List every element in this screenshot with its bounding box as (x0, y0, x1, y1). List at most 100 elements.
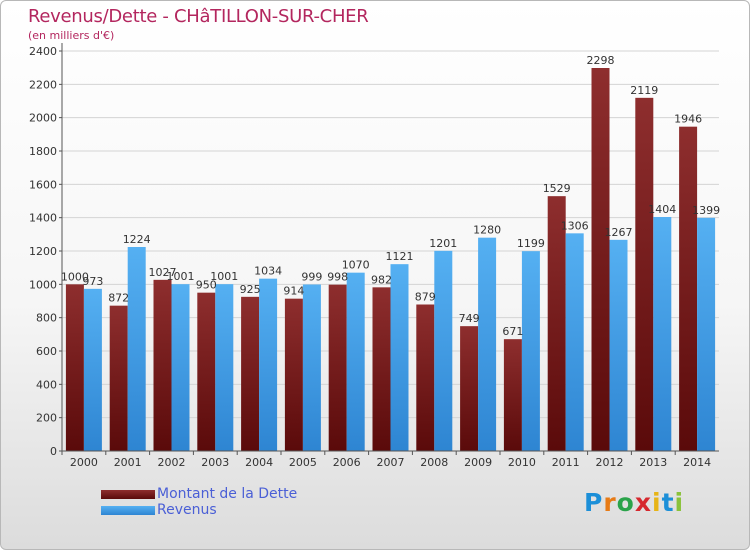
data-label-debt: 749 (459, 312, 480, 325)
data-label-debt: 1027 (149, 266, 177, 279)
legend-swatch-revenue (101, 506, 155, 515)
y-tick-label: 200 (36, 412, 57, 425)
data-label-revenue: 1306 (561, 219, 589, 232)
x-tick-label: 2006 (333, 456, 361, 469)
legend-label-revenue: Revenus (157, 502, 217, 518)
logo-letter: x (634, 488, 652, 517)
bar-revenue (346, 272, 365, 451)
y-tick-label: 1600 (29, 178, 57, 191)
logo-letter: i (674, 488, 685, 517)
bar-revenue (259, 278, 278, 451)
data-label-revenue: 1034 (254, 265, 282, 278)
bar-revenue (521, 251, 540, 451)
bar-revenue (478, 237, 497, 451)
x-tick-label: 2003 (201, 456, 229, 469)
y-tick-label: 0 (50, 445, 57, 458)
data-label-revenue: 1201 (429, 237, 457, 250)
data-label-debt: 1529 (543, 182, 571, 195)
bar-revenue (697, 217, 716, 451)
bar-revenue (83, 288, 102, 451)
legend-label-debt: Montant de la Dette (157, 486, 298, 502)
data-label-revenue: 1199 (517, 237, 545, 250)
bar-debt (679, 126, 698, 452)
data-label-debt: 671 (502, 325, 523, 338)
x-tick-label: 2013 (639, 456, 667, 469)
bar-debt (197, 292, 216, 451)
x-tick-label: 2009 (464, 456, 492, 469)
bar-debt (109, 305, 128, 451)
bar-debt (591, 68, 610, 451)
x-tick-label: 2007 (377, 456, 405, 469)
y-tick-label: 600 (36, 345, 57, 358)
bar-debt (503, 339, 522, 451)
y-tick-label: 1400 (29, 212, 57, 225)
y-tick-label: 2200 (29, 78, 57, 91)
x-tick-label: 2005 (289, 456, 317, 469)
bar-revenue (434, 250, 453, 451)
data-label-revenue: 1001 (167, 270, 195, 283)
y-tick-label: 1800 (29, 145, 57, 158)
logo-letter: o (616, 488, 635, 517)
chart-title: Revenus/Dette - CHâTILLON-SUR-CHER (28, 6, 369, 27)
data-label-revenue: 1001 (210, 270, 238, 283)
chart-subtitle: (en milliers d'€) (28, 29, 115, 42)
data-label-revenue: 1404 (648, 203, 676, 216)
data-label-debt: 982 (371, 273, 392, 286)
data-label-debt: 1000 (61, 270, 89, 283)
bar-debt (547, 196, 566, 451)
y-tick-label: 1200 (29, 245, 57, 258)
data-label-debt: 2119 (630, 84, 658, 97)
bar-debt (328, 284, 347, 451)
bar-revenue (390, 264, 409, 451)
bar-debt (372, 287, 391, 451)
y-tick-label: 400 (36, 378, 57, 391)
legend-swatch-debt (101, 490, 155, 499)
data-label-debt: 925 (240, 283, 261, 296)
data-label-debt: 2298 (587, 54, 615, 67)
bar-revenue (127, 247, 146, 451)
x-tick-label: 2000 (70, 456, 98, 469)
x-tick-label: 2002 (158, 456, 186, 469)
bar-debt (416, 304, 435, 451)
data-label-revenue: 1399 (692, 204, 720, 217)
x-tick-label: 2004 (245, 456, 273, 469)
x-tick-label: 2012 (596, 456, 624, 469)
y-tick-label: 1000 (29, 278, 57, 291)
data-label-debt: 872 (108, 292, 129, 305)
bar-debt (460, 326, 479, 451)
logo-letter: t (661, 488, 675, 517)
bar-revenue (215, 284, 234, 451)
logo-letter: P (584, 488, 604, 517)
data-label-debt: 1946 (674, 113, 702, 126)
y-tick-label: 2000 (29, 112, 57, 125)
data-label-debt: 950 (196, 279, 217, 292)
data-label-revenue: 1224 (123, 233, 151, 246)
bar-revenue (565, 233, 584, 451)
data-label-debt: 914 (283, 285, 304, 298)
data-label-revenue: 1070 (342, 259, 370, 272)
bar-debt (635, 97, 654, 451)
data-label-revenue: 973 (82, 275, 103, 288)
data-label-revenue: 1280 (473, 224, 501, 237)
bar-revenue (609, 239, 628, 451)
bar-debt (284, 298, 303, 451)
x-tick-label: 2008 (420, 456, 448, 469)
data-label-debt: 998 (327, 271, 348, 284)
logo-letter: r (603, 488, 617, 517)
bar-debt (153, 279, 172, 451)
y-tick-label: 800 (36, 312, 57, 325)
bar-debt (65, 284, 84, 451)
proxiti-logo: Proxiti (584, 488, 684, 517)
bar-revenue (653, 217, 672, 451)
data-label-revenue: 1267 (605, 226, 633, 239)
data-label-debt: 879 (415, 291, 436, 304)
logo-letter: i (652, 488, 662, 517)
x-tick-label: 2014 (683, 456, 711, 469)
x-tick-label: 2001 (114, 456, 142, 469)
data-label-revenue: 1121 (386, 250, 414, 263)
y-tick-label: 2400 (29, 45, 57, 58)
x-tick-label: 2011 (552, 456, 580, 469)
x-tick-label: 2010 (508, 456, 536, 469)
bar-debt (241, 296, 260, 451)
